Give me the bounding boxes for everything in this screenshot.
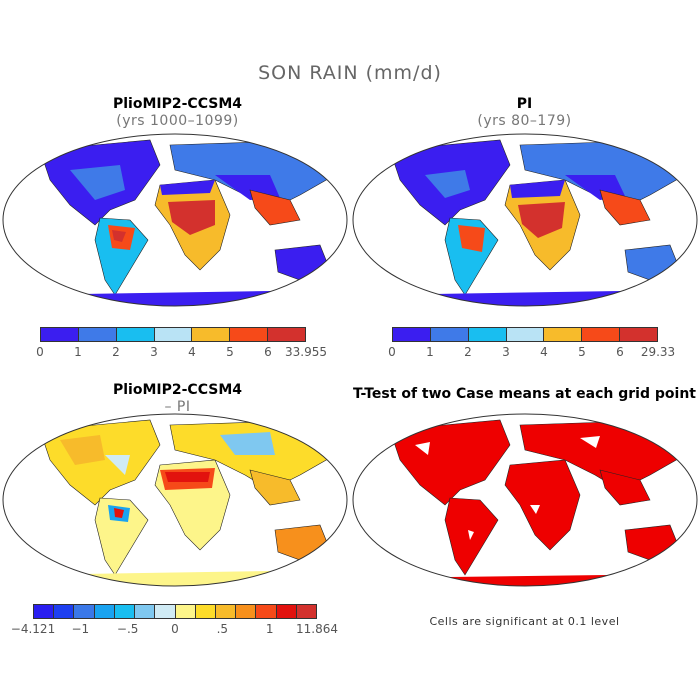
colorbar-swatch [581,328,620,341]
colorbar-swatch [214,605,236,618]
colorbar-tick-label: 1 [265,622,274,636]
colorbar-swatch [467,328,506,341]
colorbar-tick-label: −.5 [116,622,139,636]
panel1-colorbar-labels: 0 1 2 3 4 5 6 33.955 [36,345,327,359]
panel2-title: PI [516,96,533,112]
colorbar-tick-label: 2 [464,345,472,359]
panel3-map [2,413,348,587]
panel2-subtitle: (yrs 80–179) [477,113,572,129]
colorbar-swatch [229,328,268,341]
colorbar-swatch [53,605,74,618]
panel1-colorbar [40,327,306,342]
colorbar-swatch [194,605,215,618]
colorbar-tick-label: 5 [226,345,234,359]
panel3-colorbar-labels: −4.121 −1 −.5 0 .5 1 11.864 [11,622,338,636]
colorbar-swatch [429,328,468,341]
panel3-title: PlioMIP2-CCSM4 [113,382,242,398]
panel4-title: T-Test of two Case means at each grid po… [353,386,696,402]
colorbar-swatch [275,605,296,618]
colorbar-tick-label: 1 [426,345,434,359]
colorbar-swatch [153,328,192,341]
figure-title: SON RAIN (mm/d) [258,62,442,84]
colorbar-swatch [235,605,256,618]
panel2-map [352,133,698,307]
colorbar-tick-label: 0 [171,622,179,636]
panel1-title: PlioMIP2-CCSM4 [113,96,242,112]
panel4-map [352,413,698,587]
colorbar-tick-label: 4 [540,345,548,359]
colorbar-swatch [505,328,544,341]
colorbar-swatch [73,605,94,618]
panel4-footnote: Cells are significant at 0.1 level [429,615,620,628]
colorbar-tick-label: 6 [264,345,272,359]
panel3-subtitle: – PI [164,399,191,415]
colorbar-tick-label: 4 [188,345,196,359]
colorbar-tick-label: 2 [112,345,120,359]
colorbar-tick-label: 5 [578,345,586,359]
colorbar-tick-label: −1 [71,622,90,636]
colorbar-tick-label: 11.864 [296,622,338,636]
colorbar-swatch [191,328,230,341]
colorbar-swatch [154,605,175,618]
colorbar-swatch [134,605,155,618]
panel3-land [10,419,340,586]
colorbar-tick-label: 6 [616,345,624,359]
panel2-land [360,139,690,306]
colorbar-swatch [543,328,582,341]
colorbar-swatch [115,328,154,341]
colorbar-swatch [619,328,658,341]
colorbar-swatch [267,328,306,341]
panel4-land [360,419,690,586]
colorbar-tick-label: 29.33 [640,345,676,359]
colorbar-tick-label: 33.955 [285,345,327,359]
colorbar-tick-label: .5 [216,622,229,636]
colorbar-tick-label: 0 [36,345,44,359]
panel2-colorbar [392,327,658,342]
colorbar-swatch [34,605,54,618]
panel3-colorbar [33,604,317,619]
colorbar-tick-label: 3 [502,345,510,359]
colorbar-tick-label: 3 [150,345,158,359]
colorbar-swatch [393,328,430,341]
colorbar-swatch [174,605,195,618]
panel1-land [10,139,340,306]
colorbar-swatch [93,605,114,618]
colorbar-swatch [113,605,135,618]
panel1-subtitle: (yrs 1000–1099) [116,113,239,129]
colorbar-swatch [77,328,116,341]
colorbar-swatch [295,605,317,618]
colorbar-tick-label: 0 [388,345,396,359]
colorbar-tick-label: 1 [74,345,82,359]
panel1-map [2,133,348,307]
colorbar-swatch [41,328,78,341]
colorbar-tick-label: −4.121 [10,622,56,636]
colorbar-swatch [255,605,276,618]
panel2-colorbar-labels: 0 1 2 3 4 5 6 29.33 [388,345,675,359]
